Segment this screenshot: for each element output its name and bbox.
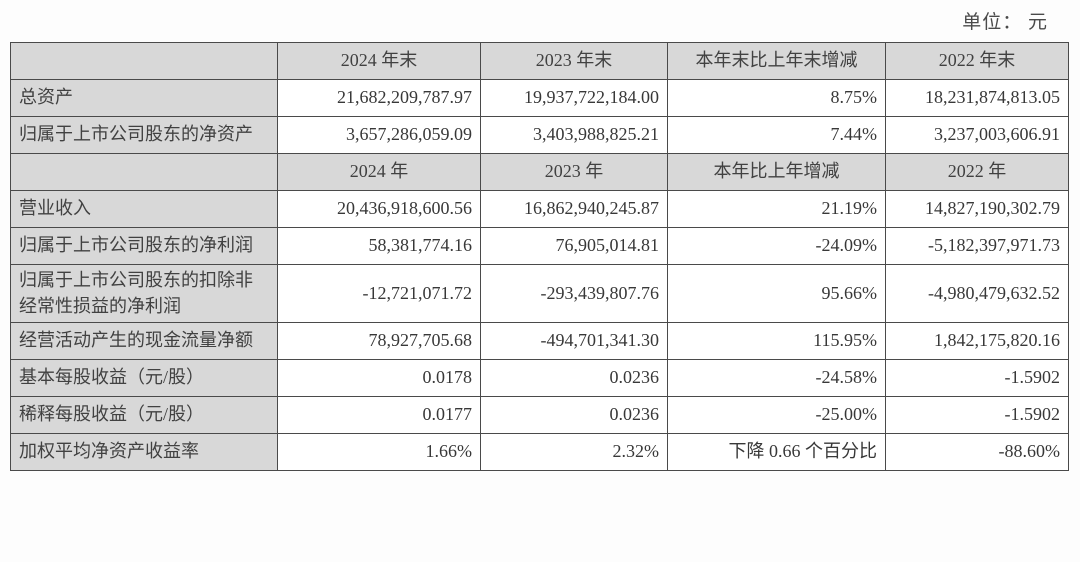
financial-summary-table: 2024 年末 2023 年末 本年末比上年末增减 2022 年末 总资产 21… bbox=[10, 42, 1069, 472]
header-cell-2023-year-end: 2023 年末 bbox=[480, 42, 668, 80]
table-row-weighted-avg-roe: 加权平均净资产收益率 1.66% 2.32% 下降 0.66 个百分比 -88.… bbox=[10, 433, 1069, 472]
row-label: 基本每股收益（元/股） bbox=[10, 359, 278, 398]
cell-value: 16,862,940,245.87 bbox=[480, 190, 668, 228]
header-cell-2022-year-end: 2022 年末 bbox=[885, 42, 1069, 80]
header-cell-2022: 2022 年 bbox=[885, 153, 1069, 191]
row-label: 经营活动产生的现金流量净额 bbox=[10, 322, 278, 361]
cell-value: 76,905,014.81 bbox=[480, 227, 668, 265]
row-label: 归属于上市公司股东的净资产 bbox=[10, 116, 278, 154]
header-cell-2023: 2023 年 bbox=[480, 153, 668, 191]
cell-value: 下降 0.66 个百分比 bbox=[667, 433, 886, 472]
cell-value: 2.32% bbox=[480, 433, 668, 472]
cell-value: 7.44% bbox=[667, 116, 886, 154]
cell-value: 1.66% bbox=[277, 433, 481, 472]
row-label: 加权平均净资产收益率 bbox=[10, 433, 278, 472]
cell-value: 0.0177 bbox=[277, 396, 481, 435]
cell-value: -1.5902 bbox=[885, 359, 1069, 398]
row-label: 总资产 bbox=[10, 79, 278, 117]
cell-value: 21.19% bbox=[667, 190, 886, 228]
table-row-net-profit: 归属于上市公司股东的净利润 58,381,774.16 76,905,014.8… bbox=[10, 227, 1069, 265]
row-label: 营业收入 bbox=[10, 190, 278, 228]
cell-value: 0.0178 bbox=[277, 359, 481, 398]
cell-value: -4,980,479,632.52 bbox=[885, 263, 1069, 324]
cell-value: 3,237,003,606.91 bbox=[885, 116, 1069, 154]
header-cell-yoy-change: 本年比上年增减 bbox=[667, 153, 886, 191]
row-label: 归属于上市公司股东的扣除非经常性损益的净利润 bbox=[10, 263, 278, 324]
header-cell-blank bbox=[10, 153, 278, 191]
period-header-row: 2024 年 2023 年 本年比上年增减 2022 年 bbox=[10, 153, 1069, 191]
cell-value: -5,182,397,971.73 bbox=[885, 227, 1069, 265]
table-row-net-assets: 归属于上市公司股东的净资产 3,657,286,059.09 3,403,988… bbox=[10, 116, 1069, 154]
header-cell-2024-year-end: 2024 年末 bbox=[277, 42, 481, 80]
cell-value: 20,436,918,600.56 bbox=[277, 190, 481, 228]
cell-value: 95.66% bbox=[667, 263, 886, 324]
cell-value: 1,842,175,820.16 bbox=[885, 322, 1069, 361]
unit-label: 单位： 元 bbox=[962, 12, 1048, 33]
cell-value: 8.75% bbox=[667, 79, 886, 117]
cell-value: 78,927,705.68 bbox=[277, 322, 481, 361]
cell-value: 3,657,286,059.09 bbox=[277, 116, 481, 154]
header-cell-yoy-end-change: 本年末比上年末增减 bbox=[667, 42, 886, 80]
row-label: 稀释每股收益（元/股） bbox=[10, 396, 278, 435]
cell-value: -88.60% bbox=[885, 433, 1069, 472]
cell-value: 0.0236 bbox=[480, 396, 668, 435]
header-cell-2024: 2024 年 bbox=[277, 153, 481, 191]
cell-value: -12,721,071.72 bbox=[277, 263, 481, 324]
cell-value: 21,682,209,787.97 bbox=[277, 79, 481, 117]
table-row-operating-cash-flow: 经营活动产生的现金流量净额 78,927,705.68 -494,701,341… bbox=[10, 322, 1069, 361]
cell-value: -24.58% bbox=[667, 359, 886, 398]
cell-value: 0.0236 bbox=[480, 359, 668, 398]
period-end-header-row: 2024 年末 2023 年末 本年末比上年末增减 2022 年末 bbox=[10, 42, 1069, 80]
cell-value: -24.09% bbox=[667, 227, 886, 265]
table-row-diluted-eps: 稀释每股收益（元/股） 0.0177 0.0236 -25.00% -1.590… bbox=[10, 396, 1069, 435]
cell-value: 115.95% bbox=[667, 322, 886, 361]
cell-value: 58,381,774.16 bbox=[277, 227, 481, 265]
table-row-total-assets: 总资产 21,682,209,787.97 19,937,722,184.00 … bbox=[10, 79, 1069, 117]
table-row-basic-eps: 基本每股收益（元/股） 0.0178 0.0236 -24.58% -1.590… bbox=[10, 359, 1069, 398]
cell-value: 14,827,190,302.79 bbox=[885, 190, 1069, 228]
cell-value: 3,403,988,825.21 bbox=[480, 116, 668, 154]
row-label: 归属于上市公司股东的净利润 bbox=[10, 227, 278, 265]
cell-value: -494,701,341.30 bbox=[480, 322, 668, 361]
header-cell-blank bbox=[10, 42, 278, 80]
cell-value: -1.5902 bbox=[885, 396, 1069, 435]
table-row-operating-revenue: 营业收入 20,436,918,600.56 16,862,940,245.87… bbox=[10, 190, 1069, 228]
cell-value: 19,937,722,184.00 bbox=[480, 79, 668, 117]
cell-value: -293,439,807.76 bbox=[480, 263, 668, 324]
cell-value: 18,231,874,813.05 bbox=[885, 79, 1069, 117]
cell-value: -25.00% bbox=[667, 396, 886, 435]
table-row-net-profit-excl-nonrecurring: 归属于上市公司股东的扣除非经常性损益的净利润 -12,721,071.72 -2… bbox=[10, 263, 1069, 324]
